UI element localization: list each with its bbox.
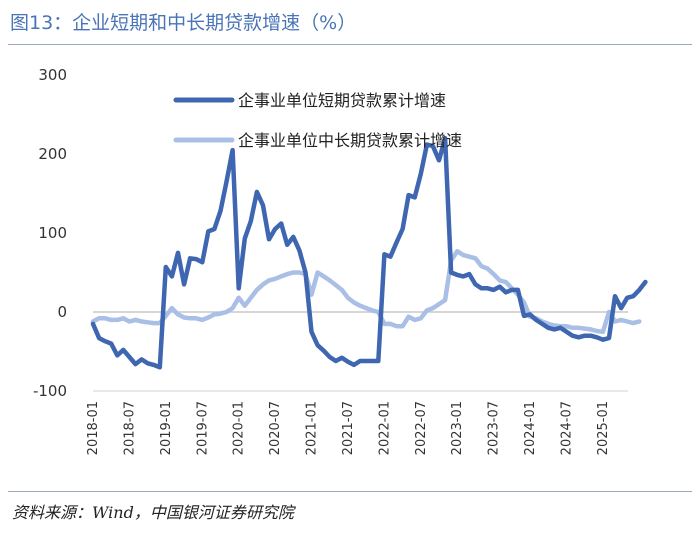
x-tick-label: 2025-01 [596,401,611,455]
y-tick-label: 0 [57,303,67,321]
legend-label-long-term: 企事业单位中长期贷款累计增速 [238,131,462,150]
x-tick-label: 2023-07 [487,401,502,455]
y-tick-label: 100 [38,224,67,242]
x-axis-ticks: 2018-01 2018-07 2019-01 2019-07 2020-01 2020-… [86,401,611,455]
legend-label-short-term: 企事业单位短期贷款累计增速 [238,91,446,110]
y-tick-label: -100 [33,382,67,400]
y-tick-label: 200 [38,145,67,163]
x-tick-label: 2023-01 [450,401,465,455]
x-tick-label: 2021-07 [341,401,356,455]
x-tick-label: 2022-07 [414,401,429,455]
y-tick-label: 300 [38,66,67,84]
x-tick-label: 2021-01 [305,401,320,455]
title-divider [8,44,692,45]
x-tick-label: 2019-07 [195,401,210,455]
x-tick-label: 2020-01 [232,401,247,455]
legend: 企事业单位短期贷款累计增速 企事业单位中长期贷款累计增速 [173,91,462,150]
x-tick-label: 2018-07 [122,401,137,455]
series-line-short-term [90,135,648,370]
x-tick-label: 2024-07 [559,401,574,455]
x-tick-label: 2022-01 [377,401,392,455]
x-tick-label: 2024-01 [523,401,538,455]
x-tick-label: 2018-01 [86,401,101,455]
footer-divider [8,491,692,492]
x-tick-label: 2019-01 [159,401,174,455]
x-tick-label: 2020-07 [268,401,283,455]
y-axis-ticks: -100 0 100 200 300 [33,66,67,400]
chart-title: 图13：企业短期和中长期贷款增速（%） [10,12,357,34]
series-line-long-term [90,248,642,335]
source-note: 资料来源：Wind，中国银河证券研究院 [12,503,294,522]
